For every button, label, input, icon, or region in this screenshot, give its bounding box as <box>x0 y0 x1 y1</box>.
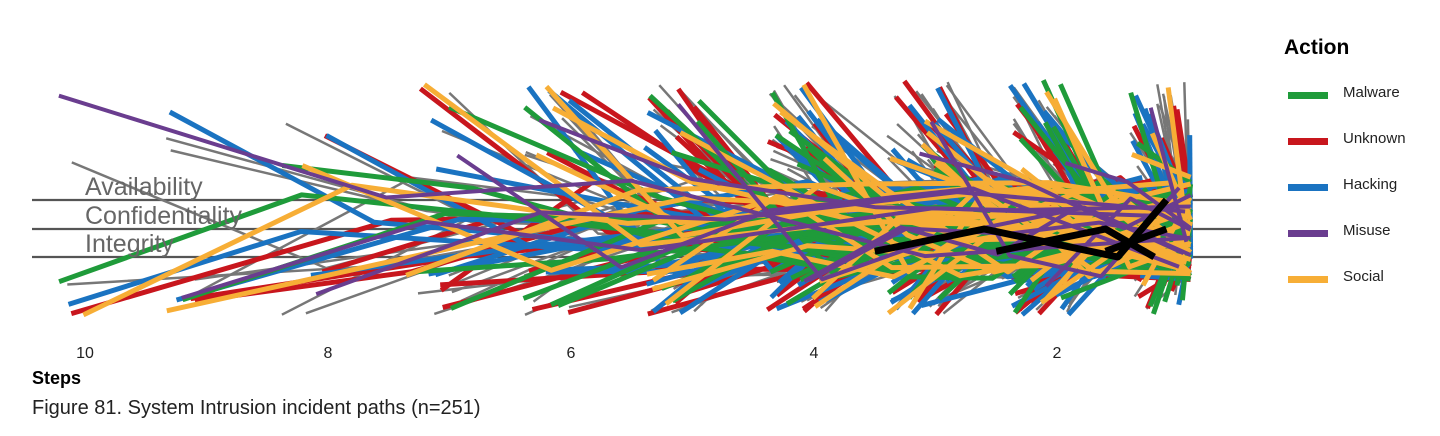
x-tick-label: 4 <box>810 345 819 362</box>
x-tick-label: 8 <box>324 345 333 362</box>
x-tick-label: 10 <box>76 345 94 362</box>
legend-swatch <box>1288 92 1328 99</box>
misuse-path <box>315 190 1186 296</box>
x-axis-label: Steps <box>32 368 81 388</box>
social-path <box>646 212 1164 280</box>
social-path <box>405 180 1191 278</box>
legend-title: Action <box>1284 36 1350 59</box>
highlight-path <box>1104 225 1168 255</box>
legend-item-hacking: Hacking <box>1284 176 1434 222</box>
legend-label: Malware <box>1343 84 1400 101</box>
category-label: Confidentiality <box>85 202 243 230</box>
misuse-path <box>1044 196 1192 288</box>
misuse-path <box>181 206 1154 300</box>
x-tick-label: 2 <box>1053 345 1062 362</box>
legend-label: Misuse <box>1343 222 1391 239</box>
misuse-path <box>456 153 1180 270</box>
category-label: Availability <box>85 173 203 201</box>
legend-swatch <box>1288 184 1328 191</box>
legend-item-social: Social <box>1284 268 1434 314</box>
legend: Action Malware Unknown Hacking Misuse Social <box>1284 36 1434 314</box>
social-path <box>82 182 1173 318</box>
legend-swatch <box>1288 276 1328 283</box>
legend-swatch <box>1288 230 1328 237</box>
figure-caption: Figure 81. System Intrusion incident pat… <box>32 397 481 419</box>
legend-item-malware: Malware <box>1284 84 1434 130</box>
legend-label: Hacking <box>1343 176 1398 193</box>
misuse-path <box>538 118 1191 213</box>
x-tick-label: 6 <box>567 345 576 362</box>
misuse-path <box>1064 161 1192 230</box>
category-label: Integrity <box>85 230 174 258</box>
legend-item-misuse: Misuse <box>1284 222 1434 268</box>
highlight-path <box>995 225 1156 261</box>
legend-label: Unknown <box>1343 130 1406 147</box>
legend-item-unknown: Unknown <box>1284 130 1434 176</box>
legend-swatch <box>1288 138 1328 145</box>
legend-label: Social <box>1343 268 1384 285</box>
